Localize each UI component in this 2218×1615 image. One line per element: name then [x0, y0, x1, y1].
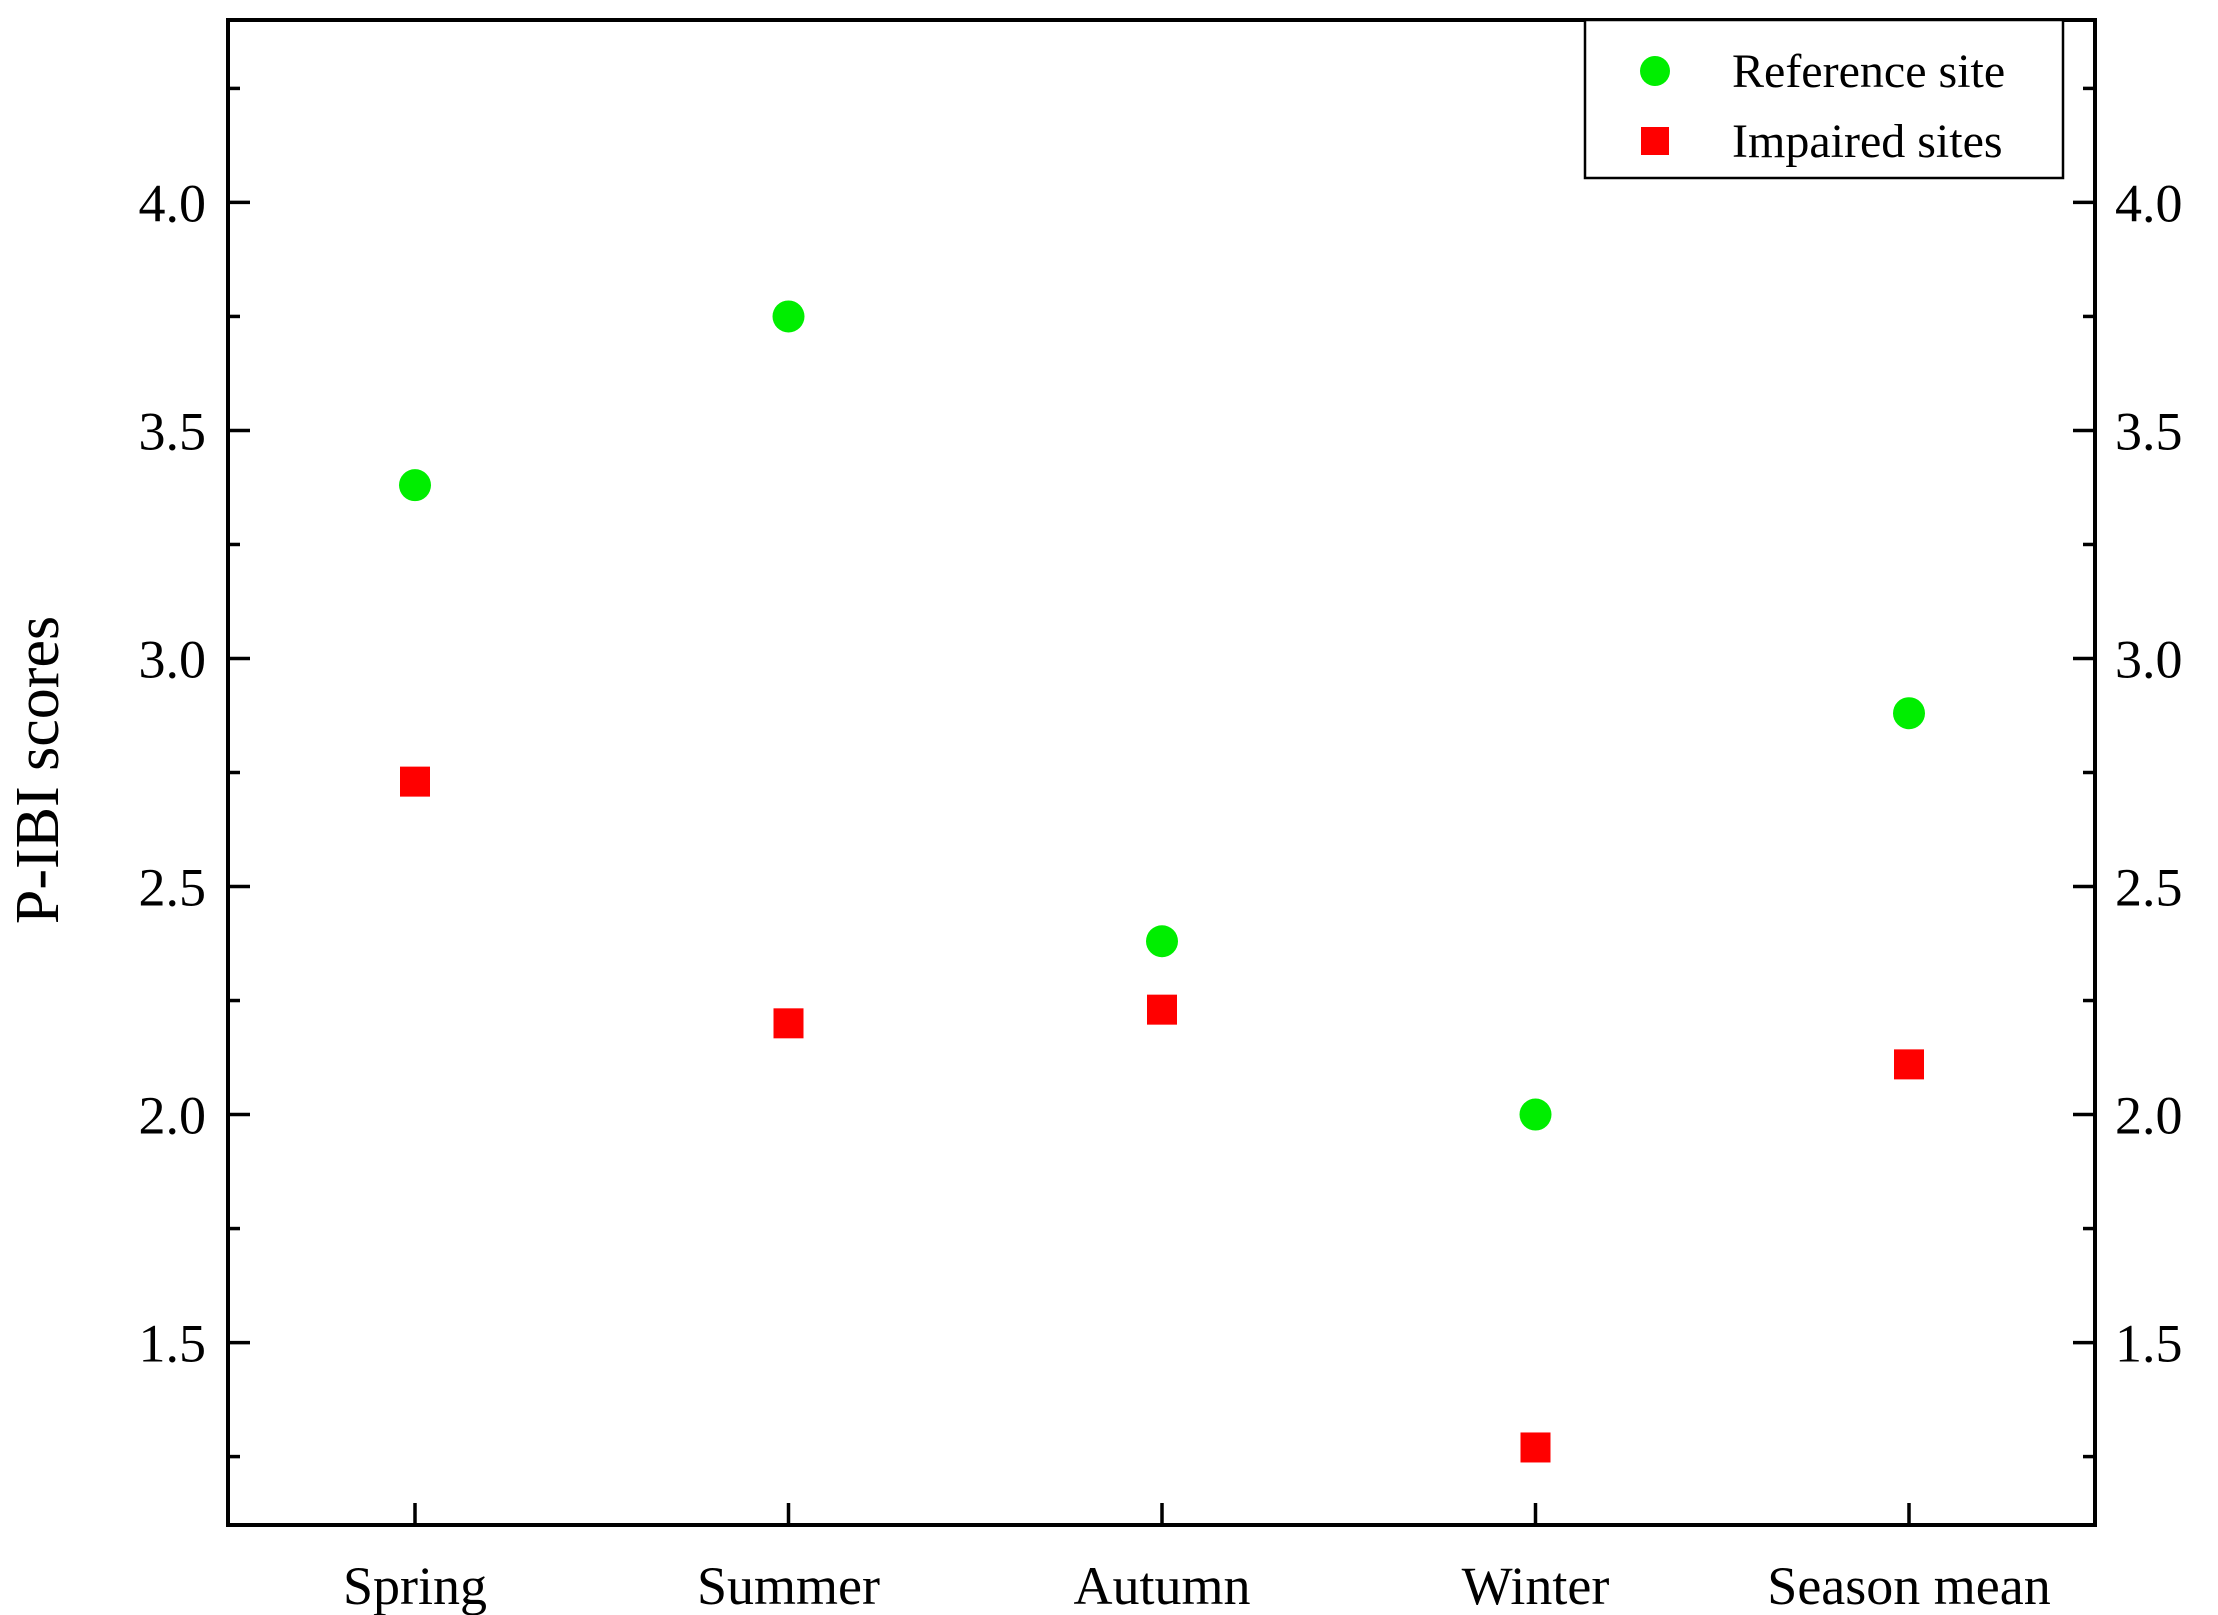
reference-site-point [772, 300, 805, 333]
legend-impaired-marker [1641, 127, 1669, 155]
legend-reference-marker [1640, 56, 1670, 86]
y-tick-label-right: 3.5 [2115, 401, 2183, 461]
y-tick-label-right: 1.5 [2115, 1314, 2183, 1374]
reference-site-point [1519, 1098, 1552, 1131]
legend: Reference site Impaired sites [1583, 18, 2065, 180]
plot-area [226, 18, 2097, 1527]
y-axis-title: P-IBI scores [4, 616, 72, 924]
right-y-tick-labels: 1.5 2.0 2.5 3.0 3.5 4.0 [2115, 173, 2183, 1373]
data-markers [399, 300, 1925, 1463]
impaired-sites-point [1520, 1432, 1551, 1463]
x-tick-labels: Spring Summer Autumn Winter Season mean [343, 1556, 2051, 1615]
right-y-ticks [2073, 86, 2095, 1459]
reference-site-point [1893, 697, 1925, 730]
y-tick-label-right: 2.0 [2115, 1086, 2183, 1146]
y-tick-label: 3.0 [139, 629, 207, 689]
legend-label: Reference site [1732, 45, 2005, 98]
y-tick-label-right: 4.0 [2115, 173, 2183, 233]
impaired-sites-point [400, 766, 430, 797]
y-tick-label-right: 2.5 [2115, 858, 2183, 918]
reference-site-point [1146, 925, 1178, 958]
y-tick-label: 2.0 [139, 1086, 207, 1146]
x-tick-label: Spring [343, 1556, 487, 1615]
y-tick-label: 4.0 [139, 173, 207, 233]
left-y-tick-labels: 1.5 2.0 2.5 3.0 3.5 4.0 [139, 173, 207, 1373]
y-tick-label: 1.5 [139, 1314, 207, 1374]
reference-site-point [399, 469, 431, 502]
x-ticks [413, 1503, 1911, 1525]
x-tick-label: Summer [697, 1556, 880, 1615]
plot-frame [226, 18, 2097, 1527]
legend-items: Reference site Impaired sites [1640, 45, 2005, 168]
x-tick-label: Winter [1462, 1556, 1610, 1615]
y-tick-label-right: 3.0 [2115, 629, 2183, 689]
x-tick-label: Autumn [1073, 1556, 1250, 1615]
x-tick-label: Season mean [1767, 1556, 2050, 1615]
legend-label: Impaired sites [1732, 115, 2003, 168]
y-tick-label: 2.5 [139, 858, 207, 918]
y-tick-label: 3.5 [139, 401, 207, 461]
impaired-sites-point [1894, 1049, 1924, 1080]
impaired-sites-point [773, 1008, 804, 1039]
impaired-sites-point [1147, 994, 1177, 1025]
left-y-ticks [228, 86, 250, 1459]
